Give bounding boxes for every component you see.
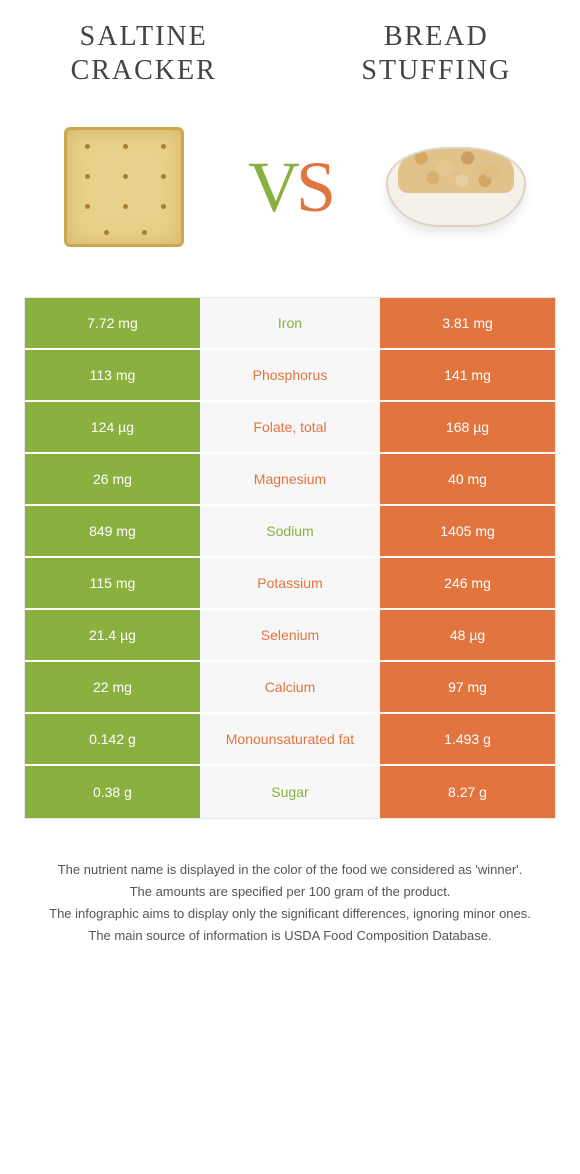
- right-value: 1.493 g: [380, 714, 555, 764]
- left-value: 124 µg: [25, 402, 200, 452]
- right-value: 141 mg: [380, 350, 555, 400]
- vs-v: V: [248, 147, 296, 227]
- nutrient-name: Sodium: [200, 506, 380, 556]
- footer-notes: The nutrient name is displayed in the co…: [24, 859, 556, 977]
- right-value: 1405 mg: [380, 506, 555, 556]
- footer-line: The amounts are specified per 100 gram o…: [44, 881, 536, 903]
- right-value: 168 µg: [380, 402, 555, 452]
- table-row: 124 µgFolate, total168 µg: [25, 402, 555, 454]
- images-row: VS: [24, 117, 556, 257]
- table-row: 115 mgPotassium246 mg: [25, 558, 555, 610]
- nutrient-name: Iron: [200, 298, 380, 348]
- left-value: 115 mg: [25, 558, 200, 608]
- table-row: 26 mgMagnesium40 mg: [25, 454, 555, 506]
- nutrient-name: Phosphorus: [200, 350, 380, 400]
- table-row: 21.4 µgSelenium48 µg: [25, 610, 555, 662]
- left-value: 113 mg: [25, 350, 200, 400]
- right-value: 3.81 mg: [380, 298, 555, 348]
- nutrient-name: Monounsaturated fat: [200, 714, 380, 764]
- vs-label: VS: [248, 146, 332, 229]
- table-row: 113 mgPhosphorus141 mg: [25, 350, 555, 402]
- footer-line: The infographic aims to display only the…: [44, 903, 536, 925]
- bowl-icon: [386, 147, 526, 227]
- right-value: 246 mg: [380, 558, 555, 608]
- left-value: 26 mg: [25, 454, 200, 504]
- footer-line: The nutrient name is displayed in the co…: [44, 859, 536, 881]
- nutrient-name: Selenium: [200, 610, 380, 660]
- footer-line: The main source of information is USDA F…: [44, 925, 536, 947]
- table-row: 22 mgCalcium97 mg: [25, 662, 555, 714]
- right-value: 40 mg: [380, 454, 555, 504]
- nutrient-name: Calcium: [200, 662, 380, 712]
- right-value: 8.27 g: [380, 766, 555, 818]
- vs-s: S: [296, 147, 332, 227]
- left-value: 7.72 mg: [25, 298, 200, 348]
- title-left: Saltine Cracker: [24, 20, 263, 87]
- nutrient-name: Potassium: [200, 558, 380, 608]
- cracker-icon: [64, 127, 184, 247]
- left-value: 0.142 g: [25, 714, 200, 764]
- nutrient-name: Magnesium: [200, 454, 380, 504]
- table-row: 0.142 gMonounsaturated fat1.493 g: [25, 714, 555, 766]
- nutrient-table: 7.72 mgIron3.81 mg113 mgPhosphorus141 mg…: [24, 297, 556, 819]
- food-image-left: [54, 117, 194, 257]
- nutrient-name: Sugar: [200, 766, 380, 818]
- left-value: 21.4 µg: [25, 610, 200, 660]
- left-value: 849 mg: [25, 506, 200, 556]
- table-row: 0.38 gSugar8.27 g: [25, 766, 555, 818]
- food-image-right: [386, 117, 526, 257]
- table-row: 7.72 mgIron3.81 mg: [25, 298, 555, 350]
- left-value: 0.38 g: [25, 766, 200, 818]
- title-right: Bread Stuffing: [317, 20, 556, 87]
- nutrient-name: Folate, total: [200, 402, 380, 452]
- left-value: 22 mg: [25, 662, 200, 712]
- table-row: 849 mgSodium1405 mg: [25, 506, 555, 558]
- titles-row: Saltine Cracker Bread Stuffing: [24, 20, 556, 87]
- right-value: 97 mg: [380, 662, 555, 712]
- right-value: 48 µg: [380, 610, 555, 660]
